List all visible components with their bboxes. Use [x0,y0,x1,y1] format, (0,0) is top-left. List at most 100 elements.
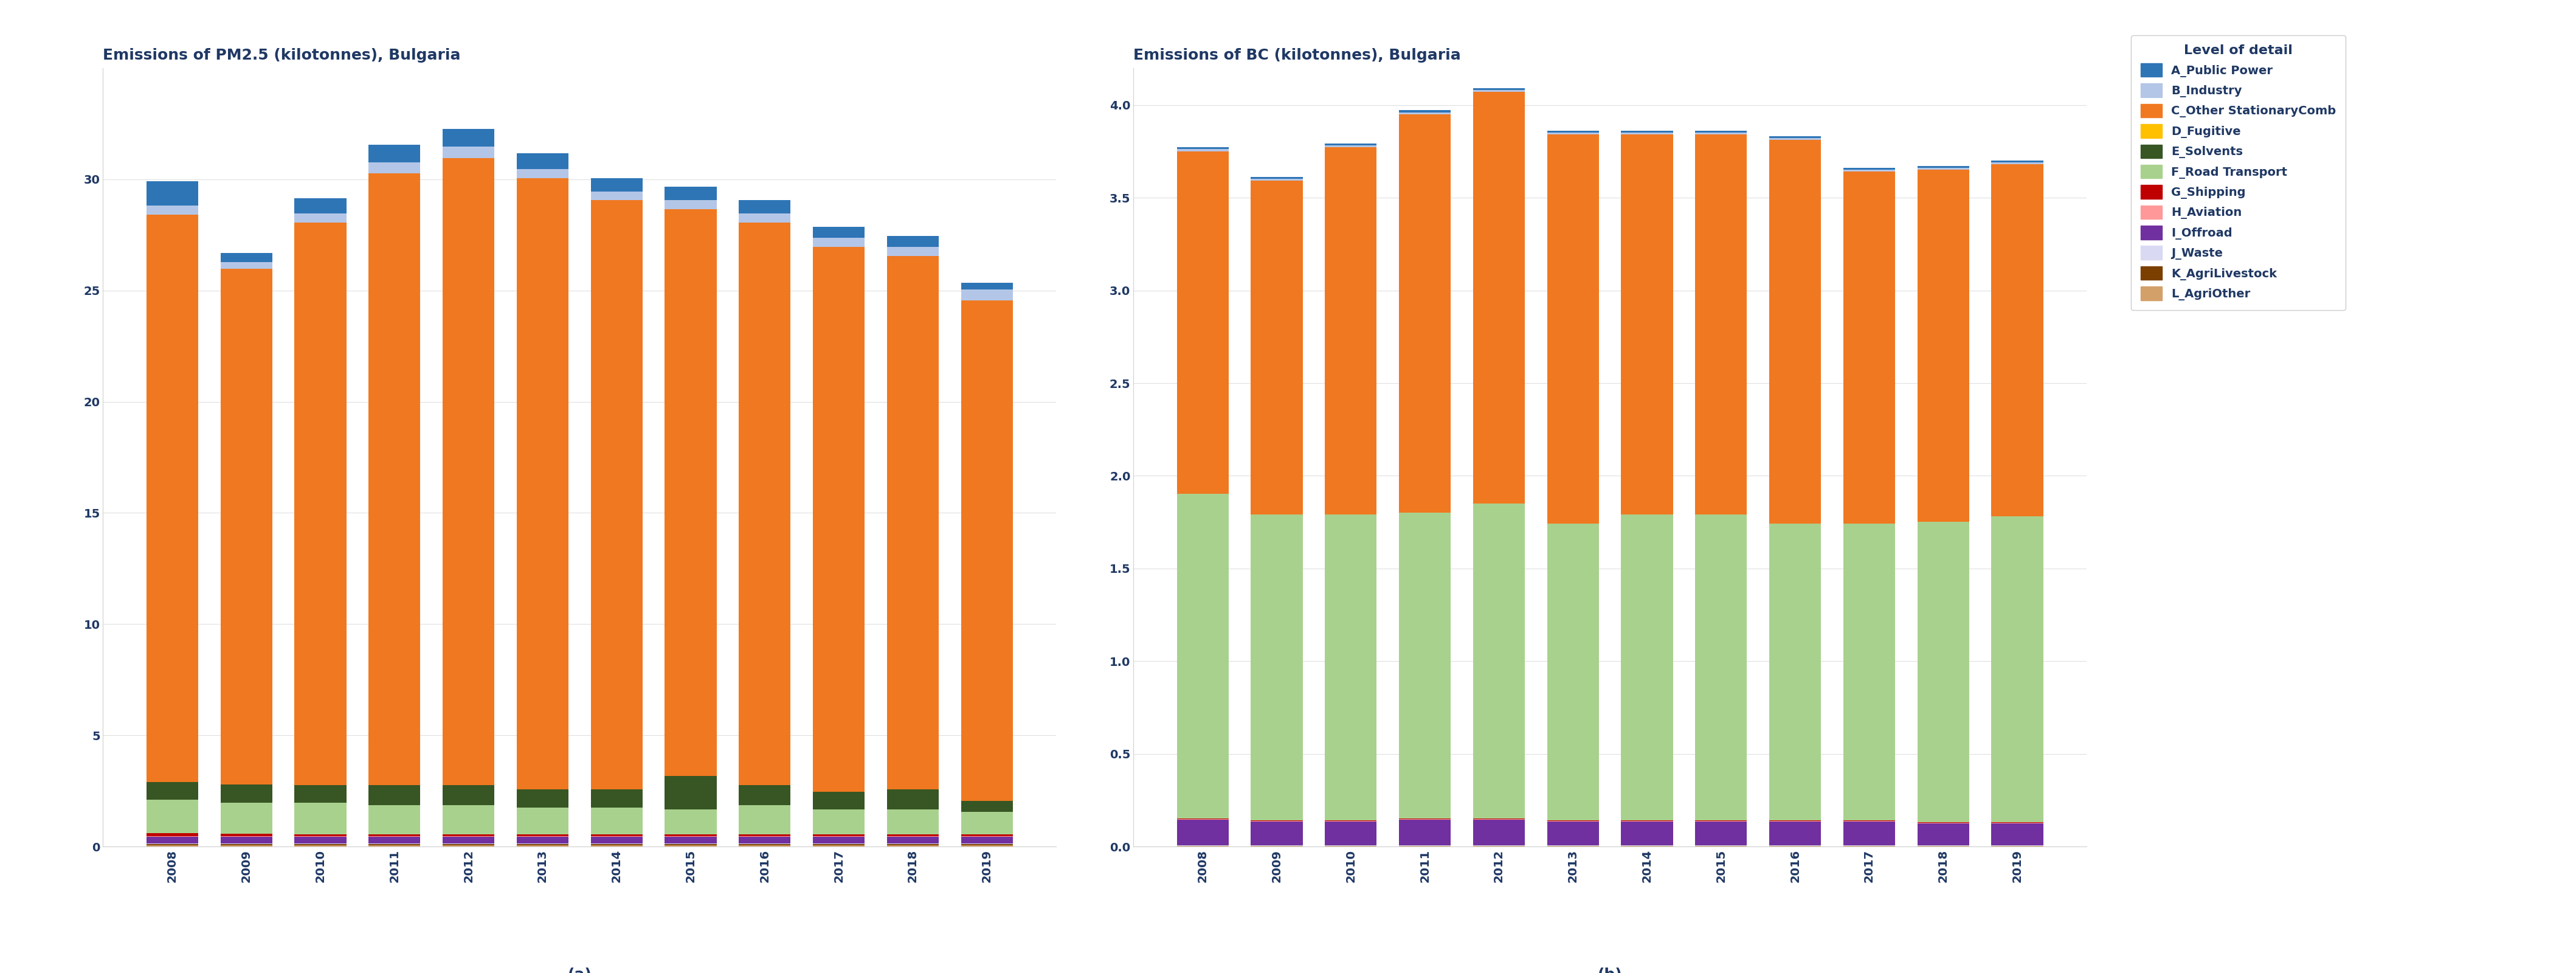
Bar [814,810,866,834]
Bar [814,846,866,847]
Bar [739,837,791,844]
Bar [961,811,1012,834]
Bar [443,837,495,844]
Bar [443,844,495,845]
Bar [665,209,716,776]
Bar [1620,134,1672,515]
Bar [1252,181,1303,515]
Bar [886,846,938,847]
Text: Emissions of BC (kilotonnes), Bulgaria: Emissions of BC (kilotonnes), Bulgaria [1133,48,1461,62]
Bar [814,227,866,238]
Bar [1177,148,1229,149]
Text: (a): (a) [567,967,592,973]
Bar [1324,144,1376,146]
Bar [1844,169,1896,171]
Text: (b): (b) [1597,967,1623,973]
Bar [886,845,938,846]
Bar [147,781,198,800]
Bar [222,784,273,803]
Bar [1548,130,1600,132]
Bar [1252,179,1303,181]
Bar [1991,164,2043,517]
Bar [368,785,420,805]
Bar [443,158,495,785]
Bar [1252,515,1303,820]
Bar [886,256,938,789]
Bar [1548,132,1600,134]
Bar [368,145,420,162]
Bar [1620,132,1672,134]
Bar [1991,823,2043,846]
Bar [665,776,716,810]
Bar [1695,134,1747,515]
Bar [1177,494,1229,818]
Bar [294,213,345,223]
Bar [961,844,1012,845]
Bar [147,845,198,846]
Bar [1695,821,1747,846]
Bar [1770,138,1821,140]
Bar [518,789,569,808]
Bar [222,269,273,784]
Legend: A_Public Power, B_Industry, C_Other StationaryComb, D_Fugitive, E_Solvents, F_Ro: A_Public Power, B_Industry, C_Other Stat… [2130,35,2347,309]
Bar [814,792,866,810]
Bar [294,223,345,785]
Bar [886,789,938,810]
Bar [665,187,716,200]
Bar [443,805,495,834]
Bar [443,845,495,846]
Bar [1695,132,1747,134]
Bar [1252,821,1303,846]
Bar [368,162,420,173]
Bar [814,238,866,247]
Bar [739,834,791,836]
Bar [665,845,716,846]
Bar [1473,503,1525,818]
Bar [1770,821,1821,846]
Bar [147,837,198,844]
Bar [518,154,569,169]
Bar [665,844,716,845]
Bar [739,845,791,846]
Bar [961,846,1012,847]
Bar [739,846,791,847]
Bar [1917,166,1968,167]
Bar [1399,114,1450,513]
Bar [222,845,273,846]
Bar [590,789,641,808]
Bar [739,805,791,834]
Bar [1548,523,1600,820]
Bar [590,192,641,200]
Bar [1770,136,1821,138]
Bar [294,198,345,213]
Bar [1177,819,1229,846]
Bar [961,282,1012,289]
Bar [1844,171,1896,523]
Bar [368,845,420,846]
Bar [1473,91,1525,503]
Bar [1324,515,1376,820]
Bar [590,808,641,834]
Bar [1399,819,1450,846]
Bar [294,845,345,846]
Bar [665,846,716,847]
Bar [961,289,1012,301]
Bar [294,834,345,836]
Bar [443,129,495,147]
Bar [1770,523,1821,820]
Bar [368,173,420,785]
Bar [1917,823,1968,846]
Bar [443,834,495,836]
Bar [1399,513,1450,818]
Bar [739,785,791,805]
Bar [147,181,198,205]
Bar [886,810,938,834]
Bar [368,834,420,836]
Bar [1473,90,1525,91]
Bar [961,837,1012,844]
Text: Emissions of PM2.5 (kilotonnes), Bulgaria: Emissions of PM2.5 (kilotonnes), Bulgari… [103,48,461,62]
Bar [518,837,569,844]
Bar [1177,149,1229,151]
Bar [518,834,569,836]
Bar [222,253,273,262]
